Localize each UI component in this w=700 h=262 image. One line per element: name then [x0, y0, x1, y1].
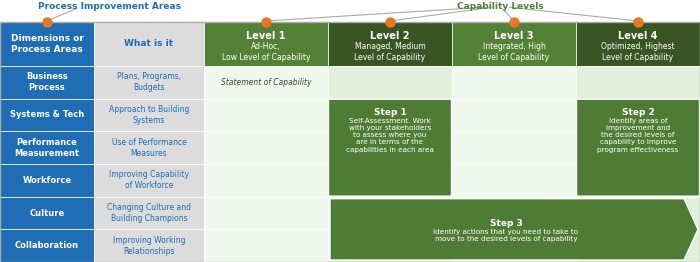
Bar: [328, 197, 452, 229]
Bar: [452, 197, 576, 229]
Bar: [94, 197, 204, 229]
Bar: [94, 66, 204, 99]
Bar: [94, 164, 204, 197]
Text: Use of Performance
Measures: Use of Performance Measures: [111, 138, 186, 158]
Bar: [328, 66, 452, 99]
Bar: [576, 22, 700, 66]
Bar: [452, 99, 576, 131]
Text: Culture: Culture: [29, 209, 64, 217]
Bar: [0, 197, 94, 229]
Bar: [0, 22, 94, 66]
Text: Statement of Capability: Statement of Capability: [220, 78, 312, 87]
Text: Optimized, Highest
Level of Capability: Optimized, Highest Level of Capability: [601, 42, 675, 62]
Text: Capability Levels: Capability Levels: [456, 2, 543, 11]
Text: Step 3: Step 3: [489, 219, 522, 228]
Text: Changing Culture and
Building Champions: Changing Culture and Building Champions: [107, 203, 191, 223]
Text: Identify areas of
improvement and
the desired levels of
capability to improve
pr: Identify areas of improvement and the de…: [597, 118, 678, 153]
Bar: [94, 99, 204, 131]
Text: Ad-Hoc,
Low Level of Capability: Ad-Hoc, Low Level of Capability: [222, 42, 310, 62]
Text: Step 1: Step 1: [374, 108, 407, 117]
Text: Managed, Medium
Level of Capability: Managed, Medium Level of Capability: [354, 42, 426, 62]
Bar: [328, 22, 452, 66]
Text: Level 3: Level 3: [494, 31, 533, 41]
Bar: [452, 229, 576, 262]
Text: Dimensions or
Process Areas: Dimensions or Process Areas: [10, 34, 83, 54]
Text: Level 1: Level 1: [246, 31, 286, 41]
Bar: [0, 131, 94, 164]
Text: Approach to Building
Systems: Approach to Building Systems: [108, 105, 189, 125]
Bar: [328, 229, 452, 262]
Bar: [328, 131, 452, 164]
Text: Business
Process: Business Process: [26, 72, 68, 92]
FancyBboxPatch shape: [577, 99, 699, 196]
Bar: [452, 66, 576, 99]
Text: Identify actions that you need to take to
move to the desired levels of capabili: Identify actions that you need to take t…: [433, 229, 579, 242]
Text: Plans, Programs,
Budgets: Plans, Programs, Budgets: [117, 72, 181, 92]
Text: Integrated, High
Level of Capability: Integrated, High Level of Capability: [478, 42, 550, 62]
Text: Workforce: Workforce: [22, 176, 71, 185]
FancyBboxPatch shape: [328, 99, 452, 196]
Bar: [94, 131, 204, 164]
Bar: [204, 66, 328, 99]
Bar: [576, 164, 700, 197]
Text: Improving Capability
of Workforce: Improving Capability of Workforce: [109, 170, 189, 190]
Bar: [576, 131, 700, 164]
Bar: [328, 99, 452, 131]
Text: Step 2: Step 2: [622, 108, 654, 117]
Text: Level 4: Level 4: [618, 31, 658, 41]
Text: Process Improvement Areas: Process Improvement Areas: [38, 2, 181, 11]
Bar: [576, 229, 700, 262]
Bar: [204, 99, 328, 131]
Bar: [94, 22, 204, 66]
Bar: [576, 66, 700, 99]
Bar: [0, 229, 94, 262]
Bar: [204, 131, 328, 164]
Text: Improving Working
Relationships: Improving Working Relationships: [113, 236, 186, 256]
Bar: [452, 22, 576, 66]
Bar: [0, 164, 94, 197]
Bar: [576, 197, 700, 229]
Text: What is it: What is it: [125, 40, 174, 48]
Bar: [452, 131, 576, 164]
Bar: [0, 99, 94, 131]
Bar: [204, 197, 328, 229]
Bar: [94, 229, 204, 262]
Bar: [204, 229, 328, 262]
Bar: [576, 99, 700, 131]
Bar: [328, 164, 452, 197]
Text: Collaboration: Collaboration: [15, 241, 79, 250]
Text: Level 2: Level 2: [370, 31, 410, 41]
Text: Self-Assessment. Work
with your stakeholders
to assess where you
are in terms of: Self-Assessment. Work with your stakehol…: [346, 118, 434, 153]
Text: Performance
Measurement: Performance Measurement: [15, 138, 80, 158]
Polygon shape: [330, 199, 698, 260]
Bar: [452, 164, 576, 197]
Bar: [204, 22, 328, 66]
Bar: [0, 66, 94, 99]
Text: Systems & Tech: Systems & Tech: [10, 111, 84, 119]
Bar: [204, 164, 328, 197]
